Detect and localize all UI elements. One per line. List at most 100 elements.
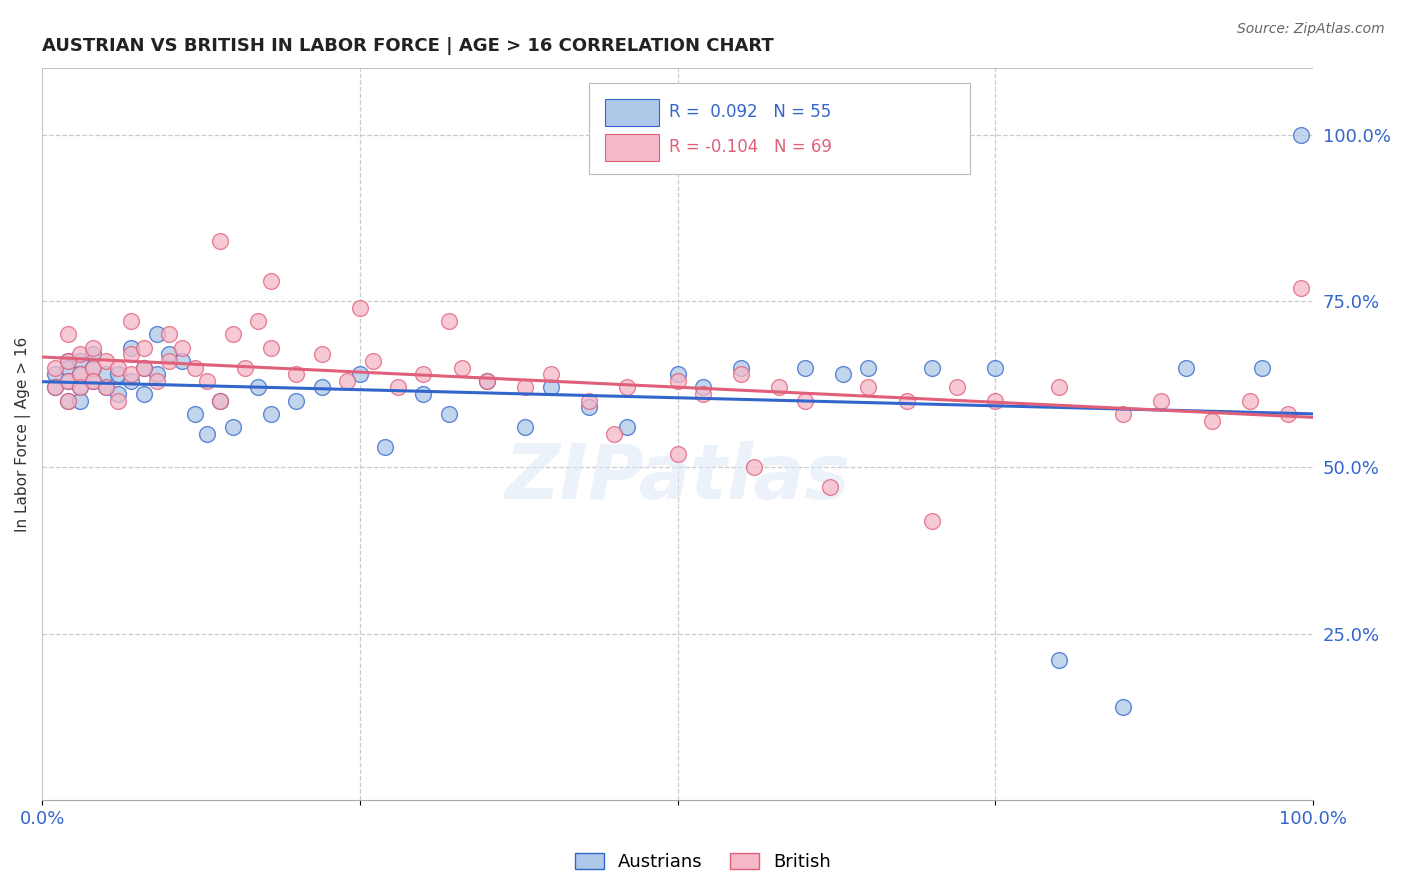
Point xyxy=(94,354,117,368)
Text: R = -0.104   N = 69: R = -0.104 N = 69 xyxy=(669,138,832,156)
Point xyxy=(183,360,205,375)
FancyBboxPatch shape xyxy=(605,134,658,161)
Point xyxy=(666,374,689,388)
Point xyxy=(578,393,600,408)
Point xyxy=(361,354,384,368)
Point xyxy=(120,367,142,381)
Point xyxy=(69,393,91,408)
Point xyxy=(311,347,333,361)
Point xyxy=(921,360,943,375)
Point xyxy=(145,327,167,342)
Point xyxy=(69,367,91,381)
Point xyxy=(832,367,855,381)
Point xyxy=(82,360,104,375)
Point xyxy=(692,380,714,394)
Point xyxy=(132,387,155,401)
Point xyxy=(260,274,283,288)
Point xyxy=(1239,393,1261,408)
Point xyxy=(82,374,104,388)
FancyBboxPatch shape xyxy=(605,99,658,126)
Point xyxy=(107,360,129,375)
Point xyxy=(1277,407,1299,421)
Point xyxy=(56,360,79,375)
Point xyxy=(44,360,66,375)
Point xyxy=(69,367,91,381)
Point xyxy=(730,360,752,375)
Point xyxy=(984,393,1007,408)
Point xyxy=(247,314,270,328)
Point xyxy=(69,380,91,394)
Point xyxy=(603,427,626,442)
Point xyxy=(1251,360,1274,375)
Text: Source: ZipAtlas.com: Source: ZipAtlas.com xyxy=(1237,22,1385,37)
Point xyxy=(1289,128,1312,142)
Point xyxy=(515,380,537,394)
Point xyxy=(82,341,104,355)
Point xyxy=(44,380,66,394)
Point xyxy=(515,420,537,434)
Point xyxy=(730,367,752,381)
Point xyxy=(195,427,218,442)
Point xyxy=(145,367,167,381)
Point xyxy=(157,327,180,342)
Point xyxy=(132,341,155,355)
Point xyxy=(437,407,460,421)
Point xyxy=(616,420,638,434)
Point xyxy=(222,327,245,342)
Point xyxy=(818,480,841,494)
Point xyxy=(120,374,142,388)
Point xyxy=(260,407,283,421)
Y-axis label: In Labor Force | Age > 16: In Labor Force | Age > 16 xyxy=(15,336,31,532)
Point xyxy=(69,380,91,394)
Point xyxy=(209,234,232,248)
Point xyxy=(170,354,193,368)
Point xyxy=(145,374,167,388)
Point xyxy=(222,420,245,434)
Point xyxy=(336,374,359,388)
Point xyxy=(44,367,66,381)
Point xyxy=(666,367,689,381)
Text: R =  0.092   N = 55: R = 0.092 N = 55 xyxy=(669,103,831,121)
Point xyxy=(412,387,434,401)
Point xyxy=(247,380,270,394)
Legend: Austrians, British: Austrians, British xyxy=(568,846,838,879)
Point xyxy=(235,360,257,375)
Point xyxy=(374,441,396,455)
FancyBboxPatch shape xyxy=(589,83,970,174)
Point xyxy=(183,407,205,421)
Point xyxy=(1175,360,1198,375)
Point xyxy=(1047,653,1070,667)
Point xyxy=(349,367,371,381)
Point xyxy=(475,374,498,388)
Point xyxy=(170,341,193,355)
Point xyxy=(768,380,790,394)
Point xyxy=(56,354,79,368)
Point xyxy=(132,360,155,375)
Point xyxy=(82,347,104,361)
Point xyxy=(666,447,689,461)
Point xyxy=(1047,380,1070,394)
Point xyxy=(1201,414,1223,428)
Point xyxy=(56,393,79,408)
Point xyxy=(311,380,333,394)
Point xyxy=(56,374,79,388)
Text: AUSTRIAN VS BRITISH IN LABOR FORCE | AGE > 16 CORRELATION CHART: AUSTRIAN VS BRITISH IN LABOR FORCE | AGE… xyxy=(42,37,773,55)
Point xyxy=(82,360,104,375)
Point xyxy=(120,314,142,328)
Point xyxy=(107,387,129,401)
Point xyxy=(1289,280,1312,294)
Point xyxy=(56,354,79,368)
Point xyxy=(157,354,180,368)
Point xyxy=(120,341,142,355)
Point xyxy=(387,380,409,394)
Point xyxy=(984,360,1007,375)
Point xyxy=(578,401,600,415)
Point xyxy=(616,380,638,394)
Point xyxy=(450,360,472,375)
Point xyxy=(742,460,765,475)
Point xyxy=(260,341,283,355)
Point xyxy=(946,380,969,394)
Point xyxy=(94,367,117,381)
Point xyxy=(1150,393,1173,408)
Point xyxy=(94,380,117,394)
